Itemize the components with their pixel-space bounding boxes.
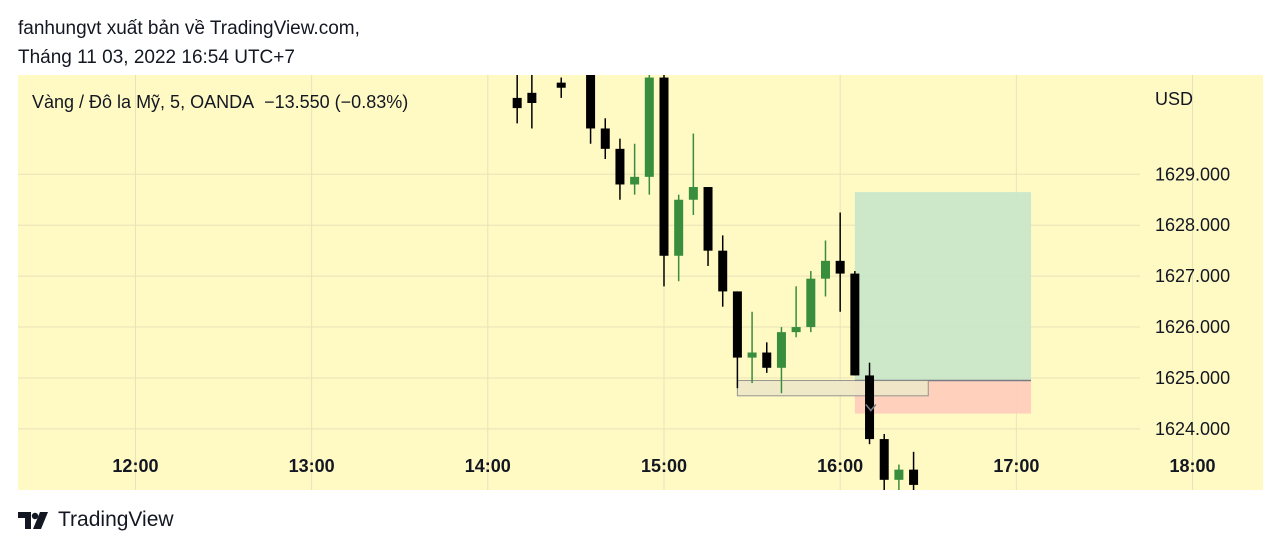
candle-body: [806, 278, 816, 328]
candle-body: [644, 77, 654, 177]
candle-body: [835, 260, 845, 274]
footer-brand[interactable]: TradingView: [18, 508, 174, 532]
candle-body: [688, 187, 698, 200]
candle-body: [791, 327, 801, 333]
candle-body: [615, 148, 625, 185]
symbol-legend: Vàng / Đô la Mỹ, 5, OANDA −13.550 (−0.83…: [32, 92, 408, 113]
candle-body: [586, 75, 596, 129]
time-tick-label: 18:00: [1170, 456, 1216, 476]
candle-body: [527, 92, 537, 104]
arrow-down-icon: [865, 404, 877, 412]
tradingview-logo-icon: [18, 512, 48, 529]
candle-body: [600, 128, 610, 149]
candle-body: [674, 199, 684, 256]
candle-body: [879, 439, 889, 480]
tradingview-wordmark: TradingView: [58, 508, 174, 531]
price-change: −13.550 (−0.83%): [264, 92, 409, 112]
price-tick-label: 1625.000: [1155, 368, 1230, 388]
candle-body: [865, 375, 875, 440]
chart-panel[interactable]: 1624.000 1625.000 1626.000 1627.000 1628.000…: [18, 75, 1263, 490]
time-tick-label: 14:00: [465, 456, 511, 476]
candle-body: [718, 250, 728, 292]
candle-body: [703, 187, 713, 251]
candle-body: [630, 176, 640, 185]
candle-body: [909, 469, 919, 485]
candle-body: [894, 469, 904, 480]
symbol-name: Vàng / Đô la Mỹ, 5, OANDA: [32, 92, 255, 112]
time-tick-label: 12:00: [112, 456, 158, 476]
candlestick-chart[interactable]: 1624.000 1625.000 1626.000 1627.000 1628.000…: [18, 75, 1263, 490]
candle-body: [850, 273, 860, 376]
candle-body: [762, 352, 772, 368]
price-tick-label: 1627.000: [1155, 266, 1230, 286]
publisher-line: fanhungvt xuất bản về TradingView.com,: [18, 18, 360, 39]
price-tick-label: 1628.000: [1155, 215, 1230, 235]
support-rectangle: [736, 380, 929, 397]
candle-body: [747, 352, 757, 358]
candle-body: [659, 77, 669, 256]
price-tick-label: 1629.000: [1155, 164, 1230, 184]
time-tick-label: 15:00: [641, 456, 687, 476]
candle-body: [820, 260, 830, 279]
publish-date: Tháng 11 03, 2022 16:54 UTC+7: [18, 47, 295, 68]
price-tick-label: 1626.000: [1155, 317, 1230, 337]
publication-header: fanhungvt xuất bản về TradingView.com, T…: [18, 14, 360, 72]
time-tick-label: 13:00: [289, 456, 335, 476]
profit-zone: [854, 192, 1032, 381]
candle-body: [776, 332, 786, 368]
time-tick-label: 16:00: [817, 456, 863, 476]
candle-body: [556, 82, 566, 88]
price-tick-label: 1624.000: [1155, 419, 1230, 439]
time-tick-label: 17:00: [993, 456, 1039, 476]
candle-body: [512, 97, 522, 109]
candle-body: [732, 291, 742, 358]
currency-label: USD: [1155, 89, 1194, 109]
